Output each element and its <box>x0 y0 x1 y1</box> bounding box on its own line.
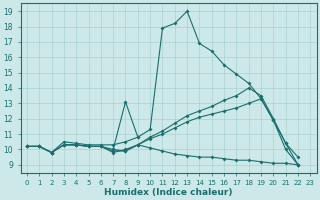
X-axis label: Humidex (Indice chaleur): Humidex (Indice chaleur) <box>104 188 233 197</box>
